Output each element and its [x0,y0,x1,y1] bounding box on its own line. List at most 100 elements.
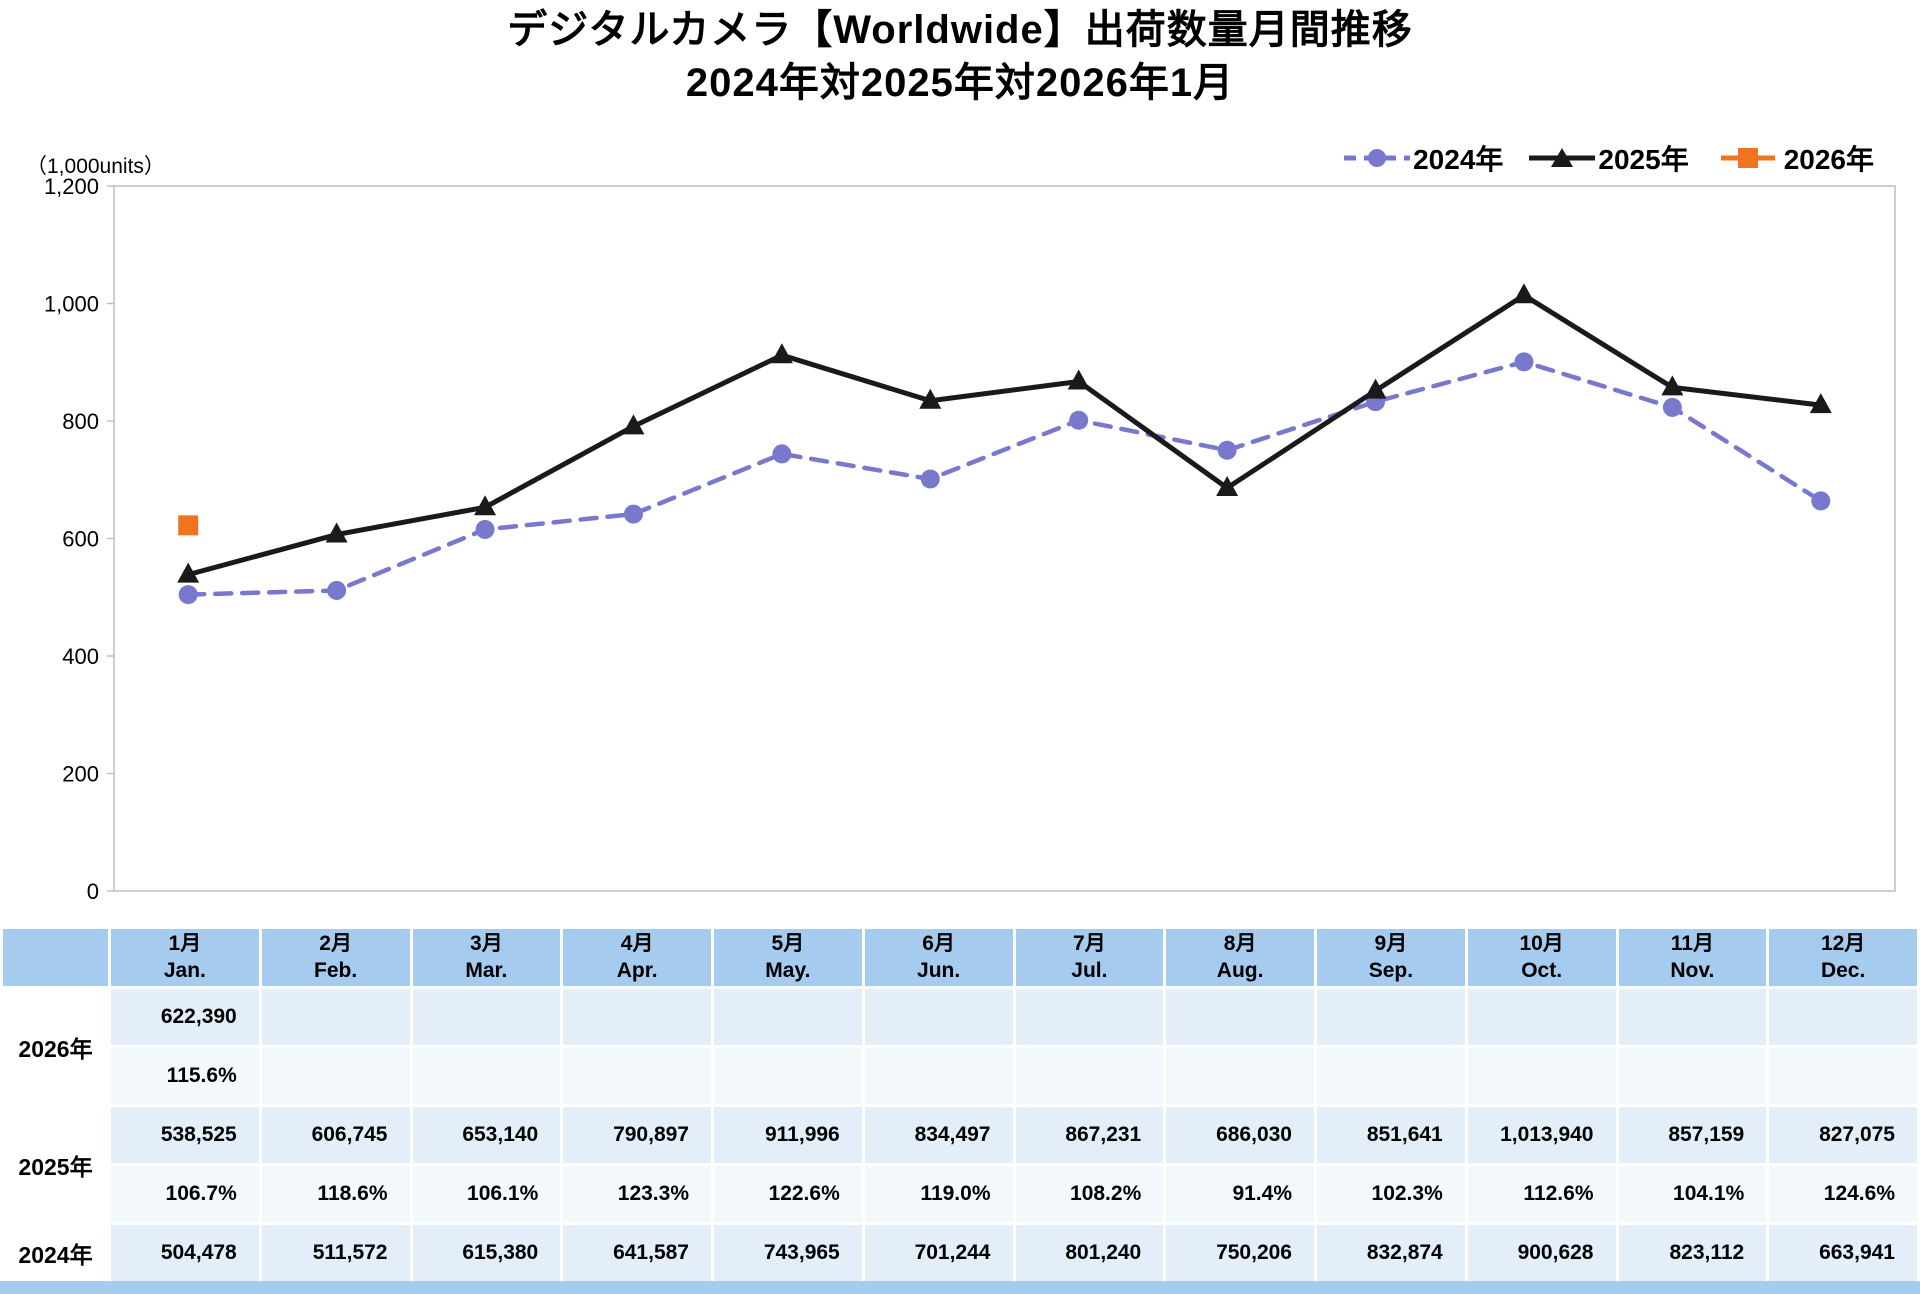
percent-cell: 123.3% [560,1163,714,1225]
table-corner-cell [0,926,111,989]
row-label: 2025年 [0,1104,111,1225]
table-footer-strip [0,1281,1920,1294]
month-header: 11月 Nov. [1615,926,1770,989]
chart-title-line2: 2024年対2025年対2026年1月 [685,60,1235,105]
month-header: 5月 May. [711,926,865,989]
y-tick-label: 400 [62,644,99,669]
circle-marker [475,519,495,539]
month-header: 10月 Oct. [1464,926,1619,989]
legend-label-2026: 2026年 [1783,144,1874,175]
value-cell: 832,874 [1314,1222,1468,1284]
triangle-marker [474,495,497,516]
value-cell: 851,641 [1314,1104,1468,1166]
triangle-marker [1661,375,1684,396]
value-cell [861,986,1016,1048]
value-cell [409,986,564,1048]
y-tick-label: 0 [87,879,99,904]
triangle-marker [622,414,645,435]
value-cell [1012,986,1167,1048]
percent-cell [1464,1045,1619,1107]
month-header: 9月 Sep. [1314,926,1468,989]
percent-cell: 91.4% [1163,1163,1317,1225]
circle-marker [1662,397,1682,417]
value-cell [1314,986,1468,1048]
series-circle [178,352,1831,605]
value-cell [1615,986,1770,1048]
value-cell: 911,996 [711,1104,865,1166]
triangle-marker [919,388,942,409]
percent-cell: 122.6% [711,1163,865,1225]
percent-cell [711,1045,865,1107]
legend-item-2025: 2025年 [1527,138,1689,178]
y-axis-ticks: 0 200 400 600 800 1,000 1,200 [44,174,114,904]
percent-cell [258,1045,413,1107]
circle-marker [623,504,643,524]
value-cell: 511,572 [258,1222,413,1284]
legend-item-2024: 2024年 [1342,138,1503,178]
circle-marker [1069,410,1089,430]
line-chart: 0 200 400 600 800 1,000 1,200 [44,174,1896,904]
series-line [185,359,1824,597]
legend-label-2025: 2025年 [1598,144,1689,175]
value-cell: 538,525 [108,1104,262,1166]
triangle-marker [1216,475,1239,496]
percent-cell: 118.6% [258,1163,413,1225]
month-header: 12月 Dec. [1766,926,1920,989]
row-label: 2026年 [0,986,111,1107]
value-cell [1163,986,1317,1048]
value-cell: 743,965 [711,1222,865,1284]
value-cell: 857,159 [1615,1104,1770,1166]
month-header: 2月 Feb. [258,926,413,989]
series-triangle [177,283,1832,583]
y-tick-label: 200 [62,762,99,787]
series-square [178,515,199,536]
percent-cell: 112.6% [1464,1163,1619,1225]
chart-title-block: デジタルカメラ【Worldwide】出荷数量月間推移 2024年対2025年対2… [0,4,1920,110]
percent-cell [1615,1045,1770,1107]
month-header: 7月 Jul. [1012,926,1167,989]
value-cell: 801,240 [1012,1222,1167,1284]
value-cell: 834,497 [861,1104,1016,1166]
circle-marker [327,580,347,600]
circle-marker [920,469,940,489]
month-header: 8月 Aug. [1163,926,1317,989]
circle-marker [772,444,792,464]
percent-cell: 124.6% [1766,1163,1920,1225]
value-cell: 750,206 [1163,1222,1317,1284]
percent-cell: 104.1% [1615,1163,1770,1225]
triangle-marker [1512,283,1535,304]
circle-marker [178,585,198,605]
percent-cell: 119.0% [861,1163,1016,1225]
row-label: 2024年 [0,1222,111,1284]
percent-cell [560,1045,714,1107]
value-cell: 823,112 [1615,1222,1770,1284]
percent-cell [1012,1045,1167,1107]
percent-cell: 108.2% [1012,1163,1167,1225]
value-cell: 615,380 [409,1222,564,1284]
value-cell: 504,478 [108,1222,262,1284]
y-tick-label: 600 [62,527,99,552]
value-cell: 622,390 [108,986,262,1048]
percent-cell: 115.6% [108,1045,262,1107]
legend-label-2024: 2024年 [1413,144,1504,175]
triangle-marker [770,343,793,364]
square-marker [178,515,199,536]
triangle-marker [1067,369,1090,390]
triangle-marker [1364,378,1387,399]
percent-cell: 102.3% [1314,1163,1468,1225]
triangle-marker [325,522,348,543]
value-cell [560,986,714,1048]
value-cell: 686,030 [1163,1104,1317,1166]
series-line [185,292,1824,578]
value-cell [1464,986,1619,1048]
month-header: 6月 Jun. [861,926,1016,989]
percent-cell: 106.1% [409,1163,564,1225]
value-cell [258,986,413,1048]
value-cell [711,986,865,1048]
circle-marker [1811,491,1831,511]
value-cell: 606,745 [258,1104,413,1166]
month-header: 4月 Apr. [560,926,714,989]
percent-cell: 106.7% [108,1163,262,1225]
square-marker-icon [1720,148,1775,168]
value-cell: 867,231 [1012,1104,1167,1166]
